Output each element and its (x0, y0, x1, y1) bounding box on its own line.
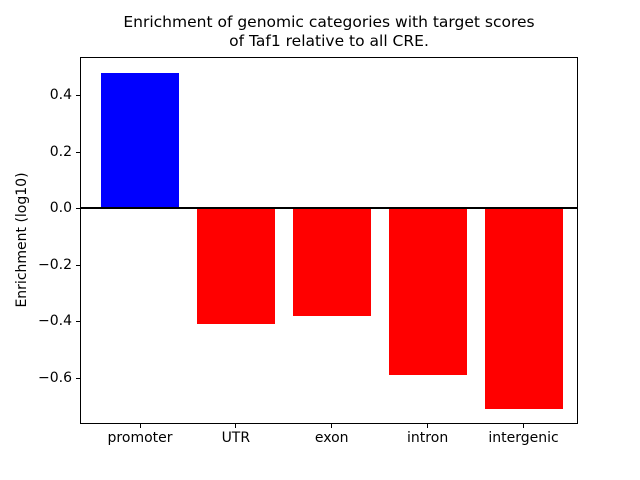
x-tick-label-promoter: promoter (107, 430, 173, 446)
y-tick-label-0.0: 0.0 (49, 200, 72, 217)
bar-intron (388, 208, 467, 376)
x-tick-promoter (139, 424, 141, 428)
chart-title: Enrichment of genomic categories with ta… (80, 13, 578, 51)
y-tick-0.2 (76, 151, 80, 153)
y-axis-label: Enrichment (log10) (14, 172, 30, 308)
y-tick-−0.2 (76, 264, 80, 266)
y-tick-−0.6 (76, 377, 80, 379)
x-tick-label-intron: intron (407, 430, 449, 446)
y-tick-0.0 (76, 208, 80, 210)
x-tick-label-UTR: UTR (221, 430, 251, 446)
y-tick-0.4 (76, 95, 80, 97)
bar-UTR (196, 208, 275, 325)
x-tick-UTR (235, 424, 237, 428)
y-tick-−0.4 (76, 321, 80, 323)
y-tick-label-0.4: 0.4 (49, 87, 72, 104)
y-tick-label-0.2: 0.2 (49, 143, 72, 160)
y-tick-label-−0.6: −0.6 (38, 369, 72, 386)
x-tick-label-exon: exon (314, 430, 349, 446)
bar-intergenic (484, 208, 563, 409)
zero-line (80, 207, 578, 210)
y-tick-label-−0.2: −0.2 (38, 256, 72, 273)
x-tick-label-intergenic: intergenic (488, 430, 559, 446)
bar-promoter (101, 72, 179, 209)
y-tick-label-−0.4: −0.4 (38, 313, 72, 330)
x-tick-intergenic (523, 424, 524, 428)
chart-title-line2: of Taf1 relative to all CRE. (229, 32, 429, 50)
x-tick-intron (427, 424, 429, 428)
x-tick-exon (331, 424, 333, 428)
chart-title-line1: Enrichment of genomic categories with ta… (123, 13, 535, 31)
bar-exon (292, 208, 371, 316)
